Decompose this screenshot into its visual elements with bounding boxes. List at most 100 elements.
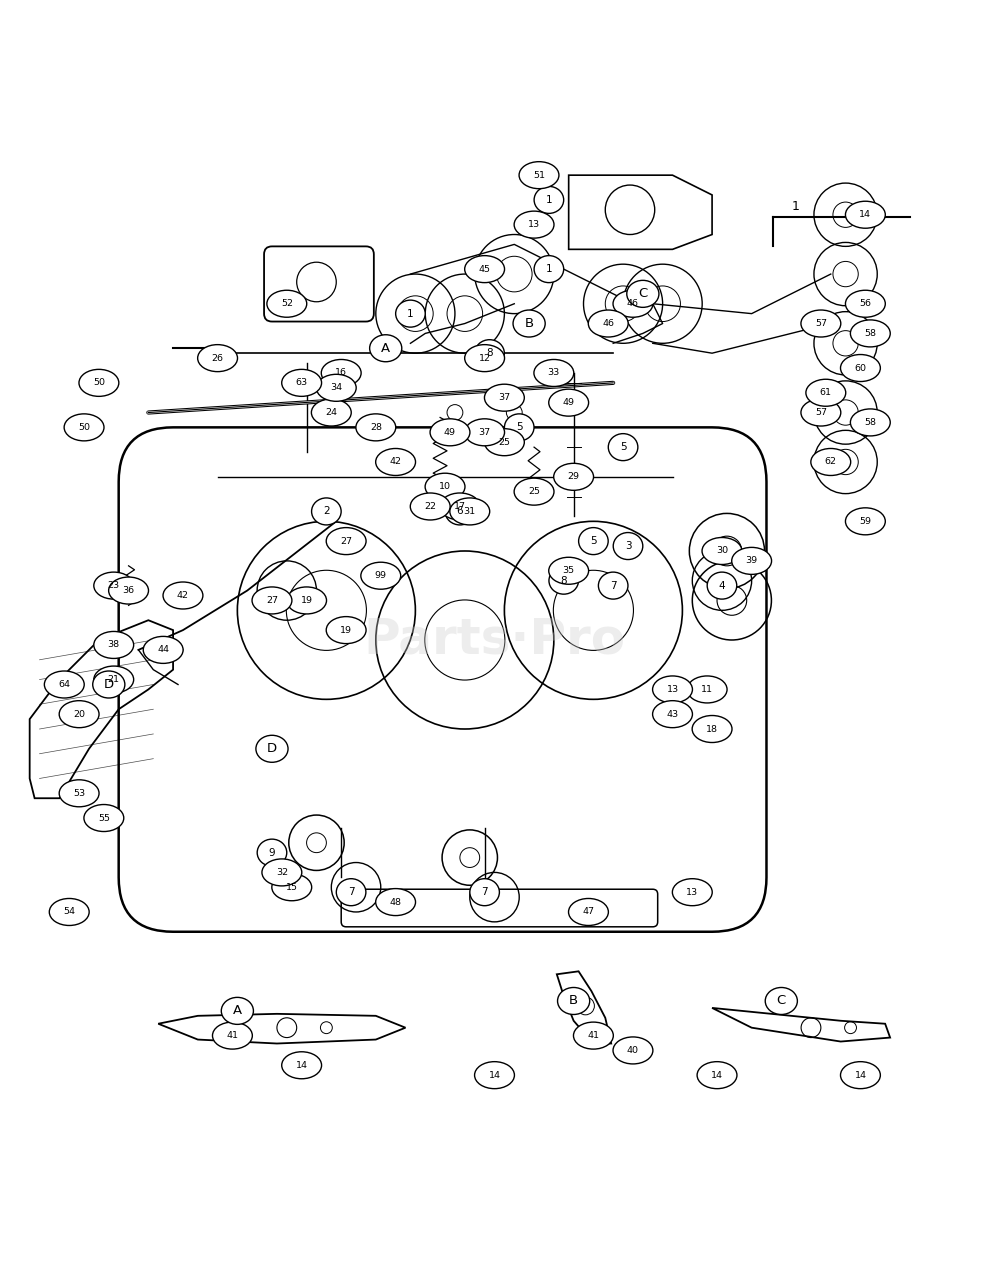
Ellipse shape <box>356 413 396 440</box>
Ellipse shape <box>262 859 302 886</box>
Text: C: C <box>638 287 648 301</box>
Text: 35: 35 <box>563 566 575 575</box>
Ellipse shape <box>321 360 361 387</box>
Text: 9: 9 <box>269 847 275 858</box>
Text: 31: 31 <box>464 507 476 516</box>
Ellipse shape <box>465 419 504 445</box>
Text: 49: 49 <box>563 398 575 407</box>
Ellipse shape <box>198 344 237 371</box>
Ellipse shape <box>312 399 351 426</box>
Ellipse shape <box>851 408 890 436</box>
Ellipse shape <box>588 310 628 337</box>
Text: 15: 15 <box>286 883 298 892</box>
Text: 33: 33 <box>548 369 560 378</box>
Ellipse shape <box>94 666 134 692</box>
Text: 1: 1 <box>791 200 799 214</box>
Text: 50: 50 <box>93 379 105 388</box>
Text: B: B <box>524 317 534 330</box>
Text: 32: 32 <box>276 868 288 877</box>
Text: 7: 7 <box>348 887 354 897</box>
Ellipse shape <box>316 374 356 402</box>
Text: 14: 14 <box>854 1070 866 1079</box>
Text: 37: 37 <box>498 393 510 402</box>
Ellipse shape <box>430 419 470 445</box>
Ellipse shape <box>94 572 134 599</box>
Ellipse shape <box>519 161 559 188</box>
Ellipse shape <box>513 310 545 337</box>
Text: 10: 10 <box>439 483 451 492</box>
Text: 29: 29 <box>568 472 580 481</box>
Ellipse shape <box>534 187 564 214</box>
Ellipse shape <box>79 370 119 397</box>
Ellipse shape <box>846 508 885 535</box>
Text: 46: 46 <box>602 319 614 328</box>
Text: A: A <box>232 1005 242 1018</box>
Text: 14: 14 <box>711 1070 723 1079</box>
Ellipse shape <box>534 256 564 283</box>
Text: 3: 3 <box>625 541 631 552</box>
Text: 13: 13 <box>686 888 698 897</box>
Text: 6: 6 <box>457 507 463 516</box>
Text: C: C <box>776 995 786 1007</box>
Ellipse shape <box>326 617 366 644</box>
Text: 14: 14 <box>296 1061 308 1070</box>
Ellipse shape <box>692 716 732 742</box>
Text: 53: 53 <box>73 788 85 797</box>
Ellipse shape <box>504 413 534 440</box>
Text: 52: 52 <box>281 300 293 308</box>
Text: 7: 7 <box>610 581 616 590</box>
Ellipse shape <box>143 636 183 663</box>
Ellipse shape <box>846 291 885 317</box>
Text: 54: 54 <box>63 908 75 916</box>
Ellipse shape <box>475 339 504 366</box>
Text: 45: 45 <box>479 265 491 274</box>
Text: 18: 18 <box>706 724 718 733</box>
Text: 39: 39 <box>746 557 758 566</box>
Ellipse shape <box>94 631 134 658</box>
Ellipse shape <box>841 355 880 381</box>
Text: 5: 5 <box>620 442 626 452</box>
Ellipse shape <box>549 567 579 594</box>
Text: A: A <box>381 342 391 355</box>
Text: 57: 57 <box>815 319 827 328</box>
Text: 25: 25 <box>498 438 510 447</box>
Ellipse shape <box>252 588 292 614</box>
Ellipse shape <box>485 429 524 456</box>
Ellipse shape <box>287 588 326 614</box>
Text: 64: 64 <box>58 680 70 689</box>
Text: 41: 41 <box>587 1032 599 1041</box>
Ellipse shape <box>569 899 608 925</box>
Text: 25: 25 <box>528 488 540 497</box>
Text: 17: 17 <box>454 502 466 511</box>
Text: 59: 59 <box>859 517 871 526</box>
Ellipse shape <box>574 1023 613 1050</box>
Ellipse shape <box>475 1061 514 1089</box>
Ellipse shape <box>213 1023 252 1050</box>
Ellipse shape <box>257 840 287 867</box>
Ellipse shape <box>554 463 593 490</box>
Text: 48: 48 <box>390 897 402 906</box>
Ellipse shape <box>687 676 727 703</box>
Ellipse shape <box>64 413 104 440</box>
Text: 44: 44 <box>157 645 169 654</box>
Ellipse shape <box>84 805 124 832</box>
Text: 8: 8 <box>561 576 567 586</box>
Ellipse shape <box>608 434 638 461</box>
Ellipse shape <box>653 700 692 727</box>
Ellipse shape <box>534 360 574 387</box>
Text: 55: 55 <box>98 814 110 823</box>
Text: 42: 42 <box>177 591 189 600</box>
Text: 19: 19 <box>340 626 352 635</box>
Text: 11: 11 <box>701 685 713 694</box>
Ellipse shape <box>470 878 499 906</box>
Ellipse shape <box>732 548 771 575</box>
Ellipse shape <box>282 1052 321 1079</box>
Ellipse shape <box>598 572 628 599</box>
Ellipse shape <box>613 291 653 317</box>
Ellipse shape <box>312 498 341 525</box>
Text: 13: 13 <box>667 685 678 694</box>
Text: 5: 5 <box>590 536 596 547</box>
Ellipse shape <box>811 448 851 475</box>
Text: 1: 1 <box>407 308 413 319</box>
Ellipse shape <box>59 780 99 806</box>
